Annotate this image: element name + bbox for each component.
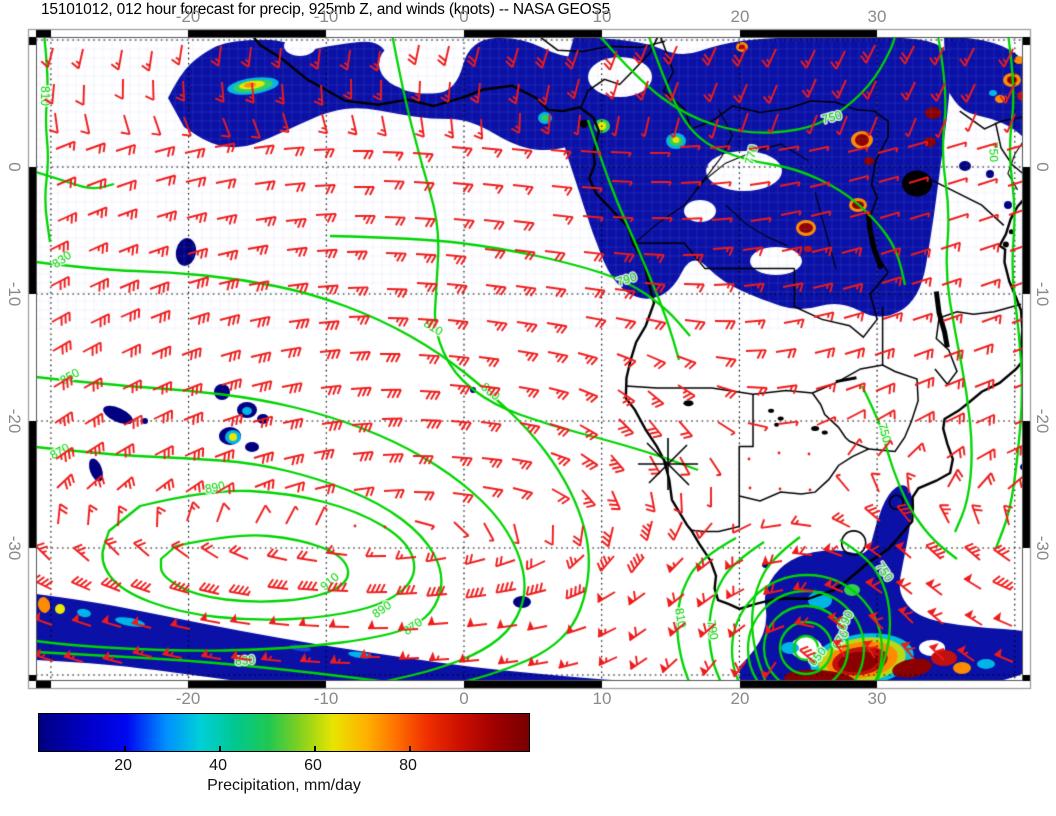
colorbar-tick-label: 80: [399, 757, 417, 774]
colorbar-tick: [219, 746, 222, 751]
axis-tick-label: -20: [5, 408, 24, 434]
colorbar-label: Precipitation, mm/day: [207, 777, 361, 794]
axis-tick-label: 0: [5, 162, 24, 172]
axis-tick-label: 10: [592, 7, 612, 26]
colorbar-tick: [124, 746, 127, 751]
axis-tick-label: -30: [1033, 535, 1052, 561]
axis-tick-label: -30: [5, 535, 24, 561]
axis-tick-label: -20: [175, 689, 201, 708]
axis-tick-label: -10: [1033, 281, 1052, 307]
colorbar-tick-label: 60: [304, 757, 322, 774]
axis-tick-label: 0: [459, 689, 469, 708]
map-canvas: [0, 0, 1056, 746]
axis-tick-label: 10: [592, 689, 612, 708]
axis-tick-label: -10: [313, 7, 339, 26]
axis-tick-label: -20: [175, 7, 201, 26]
axis-tick-label: 0: [459, 7, 469, 26]
axis-tick-label: -20: [1033, 408, 1052, 434]
axis-tick-label: 20: [730, 7, 750, 26]
axis-tick-label: 0: [1033, 162, 1052, 172]
axis-tick-label: 30: [867, 7, 887, 26]
axis-tick-label: 30: [867, 689, 887, 708]
axis-tick-label: 20: [730, 689, 750, 708]
colorbar-tick-label: 20: [114, 757, 133, 774]
colorbar-tick: [314, 746, 317, 751]
colorbar-tick: [408, 746, 411, 751]
figure-title: 15101012, 012 hour forecast for precip, …: [41, 1, 610, 18]
colorbar-tick-label: 40: [209, 757, 227, 774]
axis-tick-label: -10: [5, 281, 24, 307]
colorbar: Precipitation, mm/day 20 40 60 80: [38, 713, 530, 794]
colorbar-gradient: [38, 713, 530, 752]
axis-tick-label: -10: [313, 689, 339, 708]
